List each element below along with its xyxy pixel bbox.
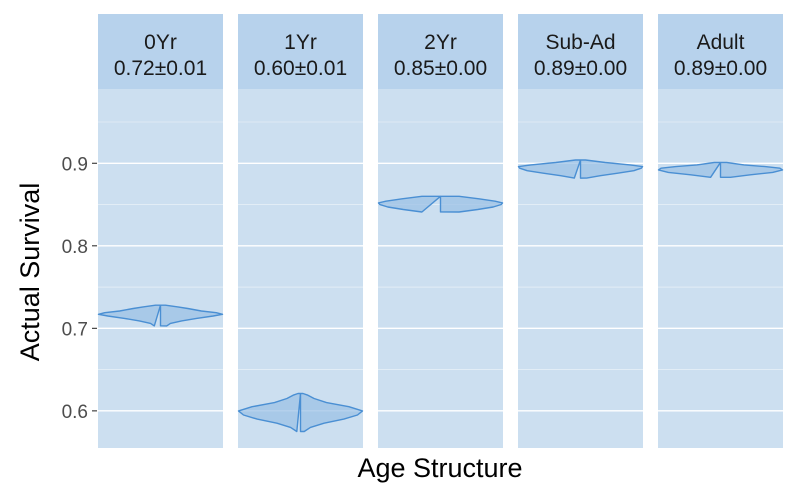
strip-mean-sd: 0.89±0.00 <box>534 57 627 80</box>
violin-0yr <box>97 304 224 327</box>
x-axis-title: Age Structure <box>357 453 522 483</box>
panel-background <box>518 89 643 448</box>
violin-adult <box>657 161 784 179</box>
violin-1yr <box>237 392 364 433</box>
strip-background <box>518 14 643 89</box>
y-tick-label: 0.6 <box>62 402 88 423</box>
panel-adult: Adult 0.89±0.00 <box>657 14 784 448</box>
violin-sub-ad <box>517 159 644 179</box>
panel-1yr: 1Yr 0.60±0.01 <box>237 14 364 448</box>
strip-background <box>238 14 363 89</box>
panel-sub-ad: Sub-Ad 0.89±0.00 <box>517 14 644 448</box>
panel-background <box>378 89 503 448</box>
y-axis-title: Actual Survival <box>15 183 45 362</box>
strip-title: 0Yr <box>144 31 177 54</box>
panel-background <box>238 89 363 448</box>
violin-2yr <box>377 195 504 213</box>
strip-title: 1Yr <box>284 31 317 54</box>
strip-background <box>658 14 783 89</box>
y-tick-label: 0.7 <box>62 319 88 340</box>
strip-title: 2Yr <box>424 31 457 54</box>
panel-0yr: 0Yr 0.72±0.01 <box>97 14 224 448</box>
strip-background <box>378 14 503 89</box>
strip-title: Sub-Ad <box>545 31 615 54</box>
strip-mean-sd: 0.89±0.00 <box>674 57 767 80</box>
panel-background <box>98 89 223 448</box>
y-tick-label: 0.8 <box>62 237 88 258</box>
panel-2yr: 2Yr 0.85±0.00 <box>377 14 504 448</box>
strip-title: Adult <box>697 31 745 54</box>
strip-background <box>98 14 223 89</box>
strip-mean-sd: 0.72±0.01 <box>114 57 207 80</box>
panel-background <box>658 89 783 448</box>
y-tick-label: 0.9 <box>62 154 88 175</box>
strip-mean-sd: 0.85±0.00 <box>394 57 487 80</box>
strip-mean-sd: 0.60±0.01 <box>254 57 347 80</box>
